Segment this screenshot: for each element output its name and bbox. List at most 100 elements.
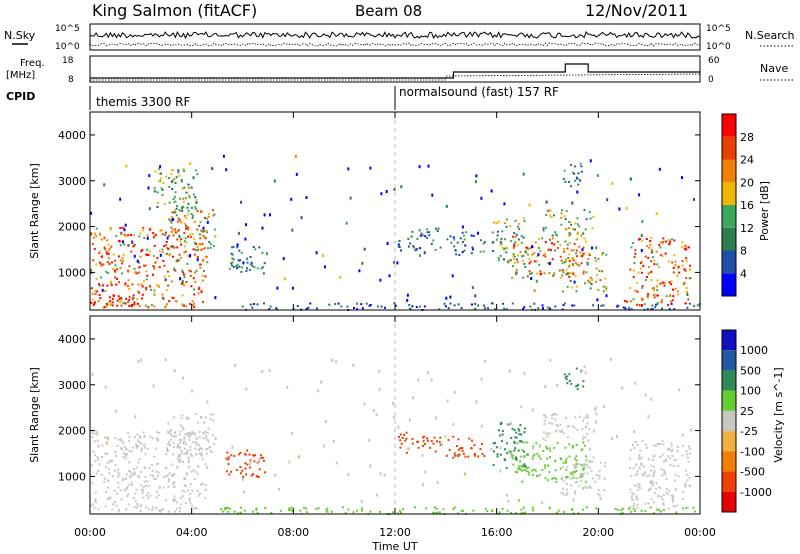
- heatmap-cell: [575, 477, 578, 480]
- heatmap-cell: [176, 220, 179, 223]
- heatmap-cell: [202, 483, 204, 485]
- heatmap-cell: [211, 451, 213, 454]
- heatmap-cell: [672, 465, 675, 467]
- heatmap-cell: [546, 447, 549, 450]
- heatmap-cell: [688, 302, 691, 305]
- heatmap-cell: [640, 240, 643, 242]
- heatmap-cell: [477, 231, 479, 235]
- velocity-heatmap: [90, 316, 696, 516]
- heatmap-cell: [337, 302, 340, 305]
- heatmap-cell: [145, 288, 148, 291]
- heatmap-cell: [652, 289, 655, 292]
- heatmap-cell: [531, 474, 534, 477]
- heatmap-cell: [196, 210, 199, 212]
- heatmap-cell: [242, 477, 244, 481]
- heatmap-cell: [556, 384, 559, 387]
- heatmap-cell: [525, 467, 528, 470]
- heatmap-cell: [253, 266, 256, 269]
- heatmap-cell: [565, 468, 568, 471]
- heatmap-cell: [397, 425, 400, 429]
- heatmap-cell: [545, 445, 548, 448]
- heatmap-cell: [288, 509, 291, 511]
- heatmap-cell: [636, 303, 638, 306]
- heatmap-cell: [126, 495, 129, 498]
- heatmap-cell: [581, 255, 584, 257]
- velocity-colorbar-tick: 25: [740, 405, 754, 418]
- heatmap-cell: [584, 240, 587, 243]
- heatmap-cell: [591, 477, 594, 480]
- velocity-colorbar-swatch: [722, 370, 736, 391]
- heatmap-cell: [191, 389, 194, 393]
- heatmap-cell: [576, 233, 579, 235]
- heatmap-cell: [483, 304, 485, 307]
- heatmap-cell: [142, 485, 145, 488]
- heatmap-cell: [397, 243, 400, 246]
- heatmap-cell: [471, 286, 474, 290]
- heatmap-cell: [353, 306, 355, 309]
- heatmap-cell: [125, 164, 128, 168]
- heatmap-cell: [673, 505, 676, 508]
- heatmap-cell: [630, 300, 633, 303]
- heatmap-cell: [191, 504, 194, 507]
- heatmap-cell: [130, 450, 133, 453]
- heatmap-cell: [564, 376, 567, 379]
- heatmap-cell: [127, 432, 130, 435]
- heatmap-cell: [425, 507, 428, 510]
- heatmap-cell: [568, 242, 571, 245]
- heatmap-cell: [174, 231, 177, 234]
- velocity-colorbar-swatch: [722, 410, 736, 432]
- heatmap-cell: [491, 509, 494, 512]
- heatmap-cell: [566, 272, 569, 274]
- heatmap-cell: [556, 234, 558, 237]
- heatmap-cell: [534, 260, 536, 263]
- heatmap-cell: [233, 455, 236, 457]
- heatmap-cell: [204, 275, 207, 278]
- heatmap-cell: [201, 458, 204, 461]
- heatmap-cell: [182, 170, 185, 172]
- heatmap-cell: [580, 170, 583, 173]
- heatmap-cell: [418, 165, 421, 169]
- heatmap-cell: [123, 233, 126, 236]
- heatmap-cell: [171, 463, 174, 466]
- heatmap-cell: [143, 434, 146, 437]
- heatmap-cell: [134, 499, 137, 502]
- heatmap-cell: [171, 482, 174, 485]
- heatmap-cell: [245, 223, 248, 227]
- heatmap-cell: [472, 235, 475, 237]
- heatmap-cell: [195, 269, 198, 272]
- heatmap-cell: [212, 209, 214, 212]
- heatmap-cell: [210, 243, 212, 246]
- heatmap-cell: [640, 304, 643, 306]
- heatmap-cell: [148, 174, 151, 178]
- heatmap-cell: [185, 472, 188, 475]
- heatmap-cell: [395, 304, 398, 307]
- heatmap-cell: [653, 491, 656, 494]
- heatmap-cell: [135, 506, 138, 509]
- heatmap-cell: [132, 294, 135, 297]
- heatmap-cell: [571, 509, 574, 511]
- heatmap-cell: [189, 235, 192, 238]
- heatmap-cell: [565, 476, 568, 478]
- heatmap-cell: [297, 455, 300, 459]
- heatmap-cell: [500, 237, 503, 240]
- heatmap-cell: [236, 263, 239, 266]
- heatmap-cell: [506, 422, 509, 426]
- heatmap-cell: [206, 217, 209, 220]
- heatmap-cell: [132, 297, 135, 300]
- heatmap-cell: [352, 511, 355, 514]
- heatmap-cell: [263, 459, 265, 462]
- heatmap-cell: [653, 466, 656, 469]
- heatmap-cell: [190, 213, 193, 215]
- heatmap-cell: [356, 509, 358, 512]
- heatmap-cell: [644, 502, 647, 505]
- heatmap-cell: [199, 233, 202, 236]
- heatmap-cell: [693, 305, 696, 308]
- heatmap-cell: [133, 471, 136, 474]
- heatmap-cell: [182, 200, 185, 203]
- heatmap-cell: [90, 269, 92, 272]
- heatmap-cell: [144, 264, 147, 267]
- heatmap-cell: [135, 444, 138, 447]
- heatmap-cell: [101, 288, 104, 292]
- heatmap-cell: [356, 308, 358, 311]
- heatmap-cell: [185, 452, 188, 455]
